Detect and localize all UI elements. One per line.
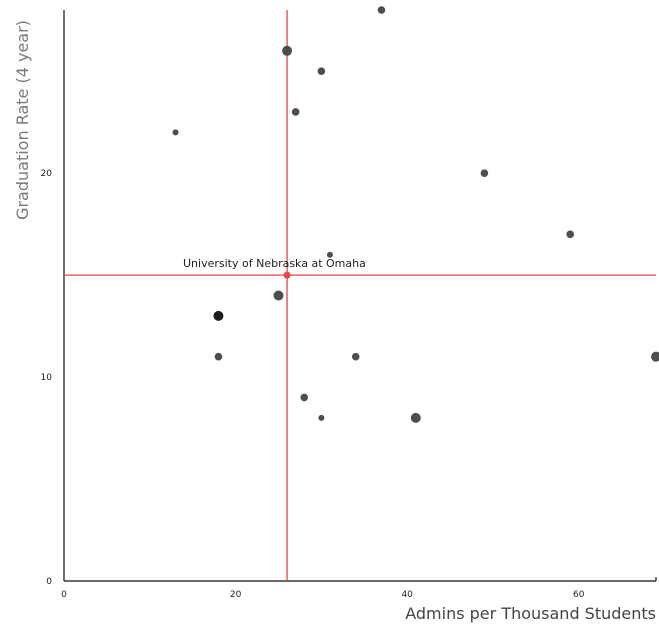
data-point	[480, 169, 489, 177]
data-point	[410, 412, 421, 423]
x-tick-label: 20	[230, 590, 242, 600]
data-points	[172, 6, 659, 423]
y-tick-label: 0	[46, 577, 52, 587]
data-point	[282, 45, 293, 56]
data-point	[291, 108, 300, 116]
data-point	[351, 352, 360, 361]
y-tick-label: 20	[41, 169, 53, 179]
data-point	[213, 310, 224, 321]
highlight-label: University of Nebraska at Omaha	[183, 257, 366, 270]
data-point	[651, 351, 659, 362]
data-point	[300, 393, 309, 402]
x-tick-label: 0	[61, 590, 67, 600]
y-axis-title: Graduation Rate (4 year)	[13, 20, 32, 220]
x-tick-label: 40	[401, 590, 413, 600]
data-point	[273, 290, 284, 301]
x-axis-title: Admins per Thousand Students	[405, 604, 656, 623]
x-tick-label: 60	[573, 590, 585, 600]
highlight-point	[283, 271, 291, 279]
highlight-crosshair	[64, 10, 656, 581]
data-point	[566, 230, 575, 239]
chart-labels: Graduation Rate (4 year) Admins per Thou…	[13, 20, 656, 623]
axes: 0 20 40 60 0 10 20	[41, 10, 657, 600]
y-tick-label: 10	[41, 373, 53, 383]
data-point	[317, 67, 326, 75]
data-point	[214, 352, 223, 361]
data-point	[318, 414, 325, 421]
data-point	[172, 129, 179, 136]
data-point	[326, 251, 333, 258]
data-point	[377, 6, 386, 14]
